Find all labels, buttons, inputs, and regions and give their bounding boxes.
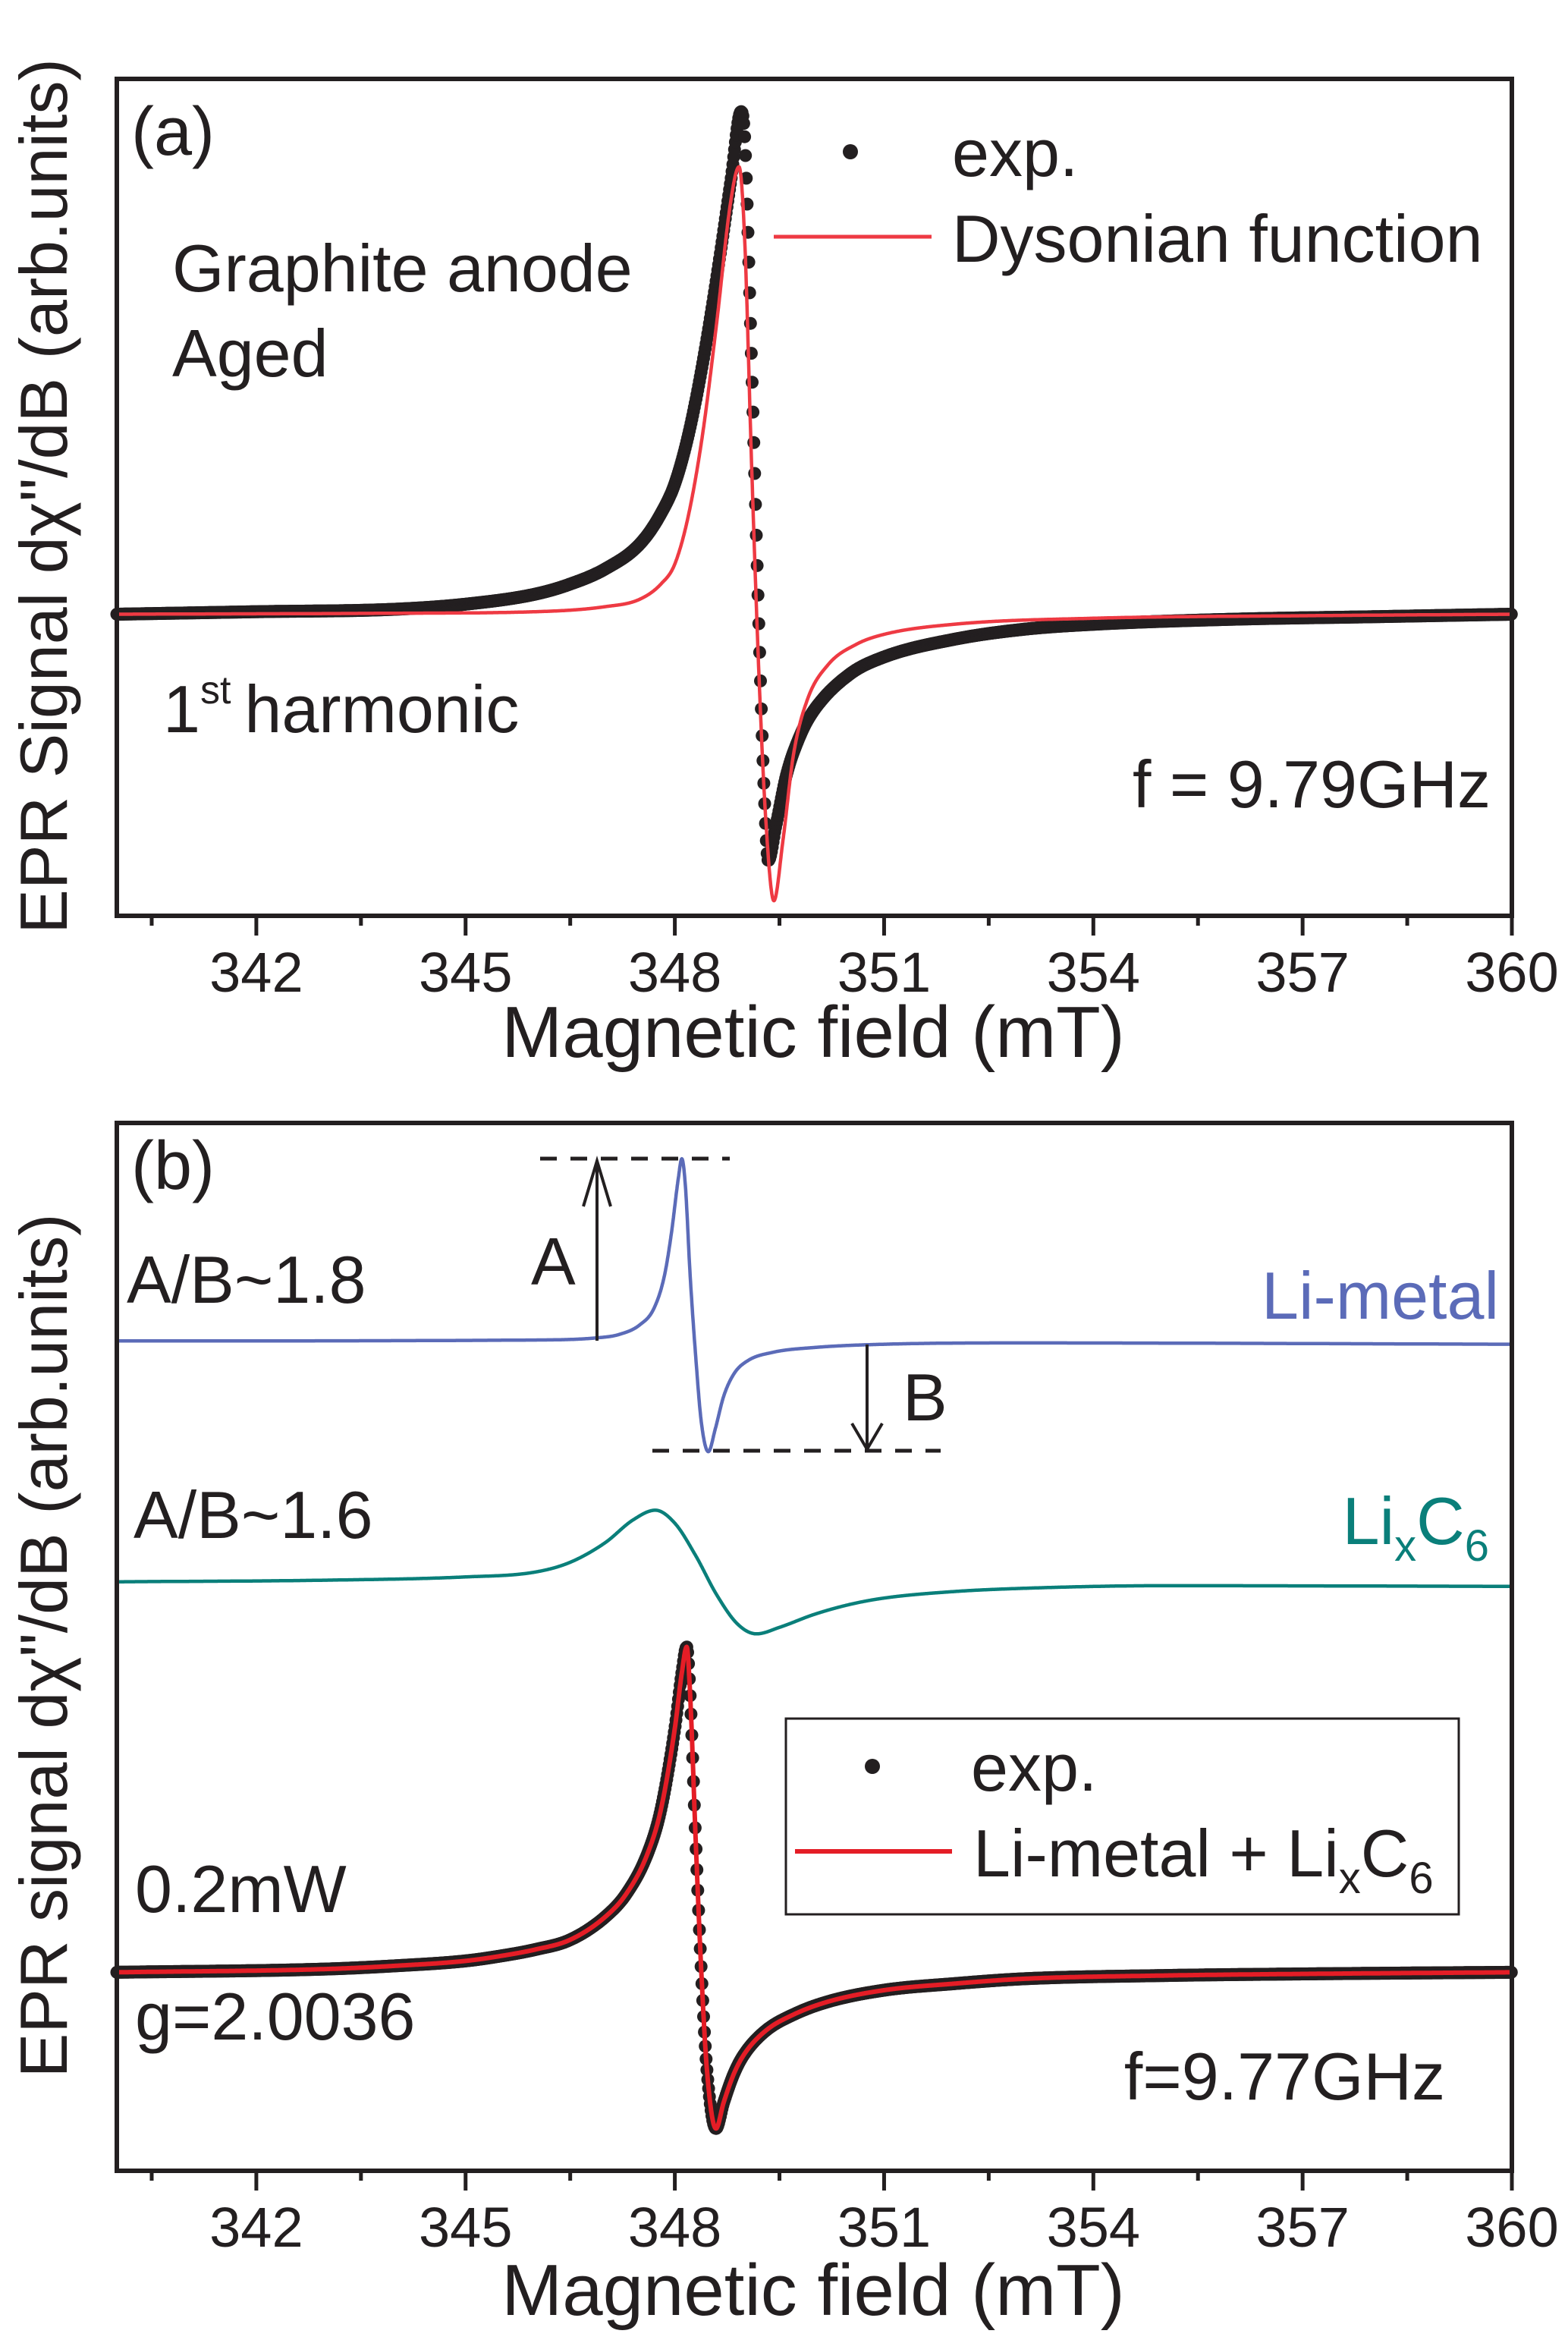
panel-a-tag: (a) [131, 94, 215, 170]
harmonic-superscript: st [200, 668, 231, 712]
legend-fit-label: Li-metal + LixC6 [973, 1816, 1434, 1903]
sample-label-aged: Aged [172, 316, 328, 391]
panel-a-y-axis-title: EPR Signal dχ"/dB (arb.units) [6, 58, 81, 934]
frequency-label-a: f = 9.79GHz [1133, 747, 1491, 822]
legend-fit-sub-x: x [1339, 1854, 1361, 1903]
legend-exp-label: exp. [952, 115, 1078, 190]
x-tick-label: 342 [209, 941, 303, 1004]
x-tick-label: 360 [1465, 2196, 1558, 2259]
data-point [739, 149, 753, 162]
x-tick-label: 345 [419, 2196, 512, 2259]
lixc6-label-sub-6: 6 [1465, 1521, 1489, 1571]
panel-a-legend: exp. Dysonian function [774, 115, 1483, 276]
legend-fit-sub-6: 6 [1409, 1854, 1433, 1903]
panel-b-x-ticks [149, 2171, 1514, 2191]
lixc6-label-sub-x: x [1394, 1521, 1416, 1571]
ratio-label-li-metal: A/B~1.8 [127, 1242, 366, 1317]
panel-b-x-axis-title: Magnetic field (mT) [501, 2250, 1125, 2331]
lixc6-label: LixC6 [1343, 1483, 1489, 1571]
panel-a-x-ticks [149, 916, 1514, 936]
harmonic-word: harmonic [244, 671, 519, 747]
power-label: 0.2mW [135, 1851, 347, 1926]
data-point [751, 588, 765, 602]
panel-b-y-axis-title: EPR signal dχ"/dB (arb.units) [6, 1214, 81, 2078]
frequency-label-b: f=9.77GHz [1124, 2039, 1445, 2114]
data-point [749, 498, 762, 511]
panel-a-curves [110, 105, 1518, 903]
legend-exp-marker-icon [865, 1759, 880, 1774]
data-point [749, 528, 763, 542]
panel-a: 342 345 348 351 354 357 360 Magnetic field (mT… [6, 58, 1559, 1073]
ratio-label-lixc6: A/B~1.6 [134, 1477, 373, 1552]
x-tick-label: 345 [419, 941, 512, 1004]
data-point [737, 117, 750, 131]
legend-exp-marker-icon [843, 144, 858, 159]
panel-b: 342 345 348 351 354 357 360 Magnetic field (mT… [6, 1121, 1559, 2331]
panel-b-tag: (b) [131, 1128, 215, 1204]
legend-dysonian-label: Dysonian function [952, 201, 1483, 276]
lixc6-label-c: C [1416, 1483, 1465, 1558]
x-tick-label: 357 [1255, 941, 1349, 1004]
x-tick-label: 357 [1255, 2196, 1349, 2259]
amplitude-markers: A B [531, 1156, 947, 1453]
panel-b-legend: exp. Li-metal + LixC6 [784, 1717, 1460, 1916]
legend-exp-label: exp. [971, 1730, 1097, 1805]
x-tick-label: 360 [1465, 941, 1558, 1004]
data-point [738, 130, 752, 143]
data-point [750, 558, 764, 572]
lixc6-label-li: Li [1343, 1483, 1395, 1558]
label-b: B [903, 1360, 947, 1435]
panel-a-x-axis-title: Magnetic field (mT) [501, 992, 1125, 1073]
g-factor-label: g=2.0036 [135, 1979, 416, 2054]
harmonic-label: 1st harmonic [163, 668, 519, 747]
harmonic-number: 1 [163, 671, 200, 747]
li-metal-label: Li-metal [1262, 1258, 1499, 1333]
sample-label-graphite-anode: Graphite anode [172, 231, 633, 306]
label-a: A [531, 1224, 576, 1299]
x-tick-label: 342 [209, 2196, 303, 2259]
legend-fit-main: Li-metal + Li [973, 1816, 1339, 1891]
legend-fit-c: C [1361, 1816, 1409, 1891]
